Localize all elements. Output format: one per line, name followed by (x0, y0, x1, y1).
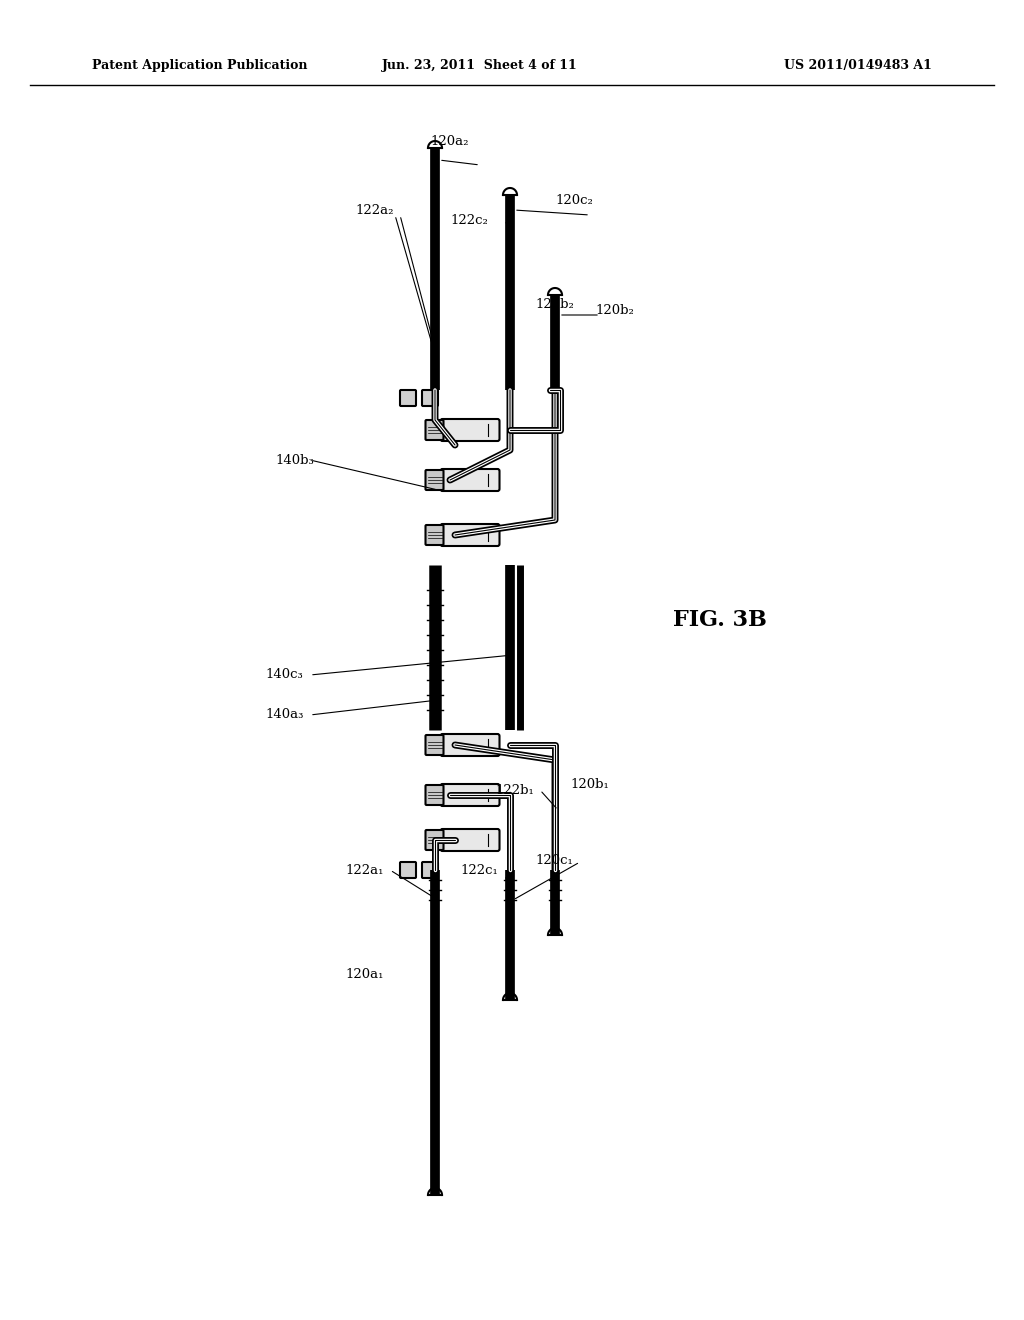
Text: 122c₂: 122c₂ (450, 214, 487, 227)
Text: 140b₃: 140b₃ (275, 454, 313, 466)
Text: 122c₁: 122c₁ (460, 863, 498, 876)
FancyBboxPatch shape (440, 469, 500, 491)
FancyBboxPatch shape (400, 862, 416, 878)
FancyBboxPatch shape (422, 389, 438, 407)
Text: 140c₃: 140c₃ (265, 668, 303, 681)
FancyBboxPatch shape (426, 525, 443, 545)
FancyBboxPatch shape (426, 735, 443, 755)
Text: 122a₁: 122a₁ (345, 863, 383, 876)
Text: 140a₃: 140a₃ (265, 709, 303, 722)
Text: 120c₁: 120c₁ (535, 854, 572, 866)
FancyBboxPatch shape (426, 830, 443, 850)
Text: Patent Application Publication: Patent Application Publication (92, 58, 307, 71)
Text: 122b₁: 122b₁ (495, 784, 534, 796)
FancyBboxPatch shape (426, 785, 443, 805)
FancyBboxPatch shape (400, 389, 416, 407)
FancyBboxPatch shape (440, 784, 500, 807)
Text: 120c₂: 120c₂ (555, 194, 593, 206)
Text: US 2011/0149483 A1: US 2011/0149483 A1 (784, 58, 932, 71)
Text: 120a₂: 120a₂ (430, 135, 469, 148)
FancyBboxPatch shape (426, 470, 443, 490)
FancyBboxPatch shape (440, 829, 500, 851)
Text: 120b₁: 120b₁ (570, 779, 608, 792)
FancyBboxPatch shape (422, 862, 438, 878)
FancyBboxPatch shape (426, 420, 443, 440)
Text: 120b₂: 120b₂ (595, 304, 634, 317)
Text: 120a₁: 120a₁ (345, 969, 383, 982)
FancyBboxPatch shape (440, 418, 500, 441)
Text: 122a₂: 122a₂ (355, 203, 393, 216)
FancyBboxPatch shape (440, 524, 500, 546)
Text: Jun. 23, 2011  Sheet 4 of 11: Jun. 23, 2011 Sheet 4 of 11 (382, 58, 578, 71)
Text: 122b₂: 122b₂ (535, 298, 573, 312)
FancyBboxPatch shape (440, 734, 500, 756)
Text: FIG. 3B: FIG. 3B (673, 609, 767, 631)
